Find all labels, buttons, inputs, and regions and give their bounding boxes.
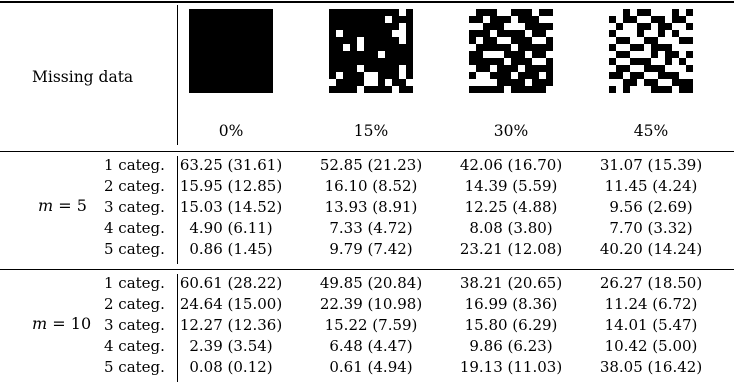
missing-data-label: Missing data (32, 68, 134, 86)
pct-header: 0% (218, 122, 244, 140)
table-cell: 9.86 (6.23) (469, 337, 553, 355)
top-rule (0, 1, 734, 3)
mask-30pct-icon (469, 9, 553, 93)
pct-header: 45% (633, 122, 669, 140)
group2-vertical-rule (177, 274, 178, 382)
table-cell: 0.86 (1.45) (189, 240, 273, 258)
table-cell: 38.21 (20.65) (459, 274, 563, 292)
category-label: 4 categ. (104, 219, 165, 237)
table-cell: 42.06 (16.70) (459, 156, 563, 174)
table-cell: 10.42 (5.00) (604, 337, 698, 355)
table-cell: 9.56 (2.69) (609, 198, 693, 216)
m-variable: m (38, 196, 54, 215)
table-cell: 24.64 (15.00) (179, 295, 283, 313)
table-cell: 12.27 (12.36) (179, 316, 283, 334)
table-cell: 31.07 (15.39) (599, 156, 703, 174)
category-label: 1 categ. (104, 274, 165, 292)
table-cell: 0.61 (4.94) (329, 358, 413, 376)
mask-15pct-icon (329, 9, 413, 93)
table-cell: 11.24 (6.72) (604, 295, 698, 313)
pct-header: 15% (353, 122, 389, 140)
m-value: = 5 (58, 196, 87, 215)
table-cell: 38.05 (16.42) (599, 358, 703, 376)
m-value: = 10 (52, 314, 92, 333)
table-cell: 15.03 (14.52) (179, 198, 283, 216)
table-cell: 7.70 (3.32) (609, 219, 693, 237)
table-cell: 2.39 (3.54) (189, 337, 273, 355)
m-variable: m (32, 314, 48, 333)
mask-0pct-icon (189, 9, 273, 93)
group1-vertical-rule (177, 156, 178, 264)
group-label-m5: m = 5 (38, 197, 87, 215)
table-cell: 52.85 (21.23) (319, 156, 423, 174)
table-cell: 8.08 (3.80) (469, 219, 553, 237)
table-cell: 9.79 (7.42) (329, 240, 413, 258)
table-cell: 15.80 (6.29) (464, 316, 558, 334)
group-separator-rule (0, 151, 734, 152)
table-cell: 60.61 (28.22) (179, 274, 283, 292)
table-cell: 14.39 (5.59) (464, 177, 558, 195)
group-separator-rule (0, 269, 734, 270)
category-label: 5 categ. (104, 358, 165, 376)
category-label: 3 categ. (104, 198, 165, 216)
table-cell: 26.27 (18.50) (599, 274, 703, 292)
table-cell: 40.20 (14.24) (599, 240, 703, 258)
table-cell: 15.95 (12.85) (179, 177, 283, 195)
category-label: 2 categ. (104, 177, 165, 195)
category-label: 4 categ. (104, 337, 165, 355)
table-cell: 6.48 (4.47) (329, 337, 413, 355)
table-cell: 15.22 (7.59) (324, 316, 418, 334)
table-cell: 19.13 (11.03) (459, 358, 563, 376)
table-cell: 14.01 (5.47) (604, 316, 698, 334)
table-cell: 49.85 (20.84) (319, 274, 423, 292)
table-cell: 7.33 (4.72) (329, 219, 413, 237)
header-vertical-rule (177, 5, 178, 145)
table-cell: 11.45 (4.24) (604, 177, 698, 195)
table-cell: 16.99 (8.36) (464, 295, 558, 313)
table-cell: 23.21 (12.08) (459, 240, 563, 258)
category-label: 1 categ. (104, 156, 165, 174)
mask-45pct-icon (609, 9, 693, 93)
table-cell: 16.10 (8.52) (324, 177, 418, 195)
category-label: 5 categ. (104, 240, 165, 258)
table-cell: 0.08 (0.12) (189, 358, 273, 376)
table-cell: 13.93 (8.91) (324, 198, 418, 216)
pct-header: 30% (493, 122, 529, 140)
table-cell: 4.90 (6.11) (189, 219, 273, 237)
table-cell: 12.25 (4.88) (464, 198, 558, 216)
category-label: 2 categ. (104, 295, 165, 313)
table-cell: 63.25 (31.61) (179, 156, 283, 174)
table-cell: 22.39 (10.98) (319, 295, 423, 313)
category-label: 3 categ. (104, 316, 165, 334)
group-label-m10: m = 10 (32, 315, 91, 333)
